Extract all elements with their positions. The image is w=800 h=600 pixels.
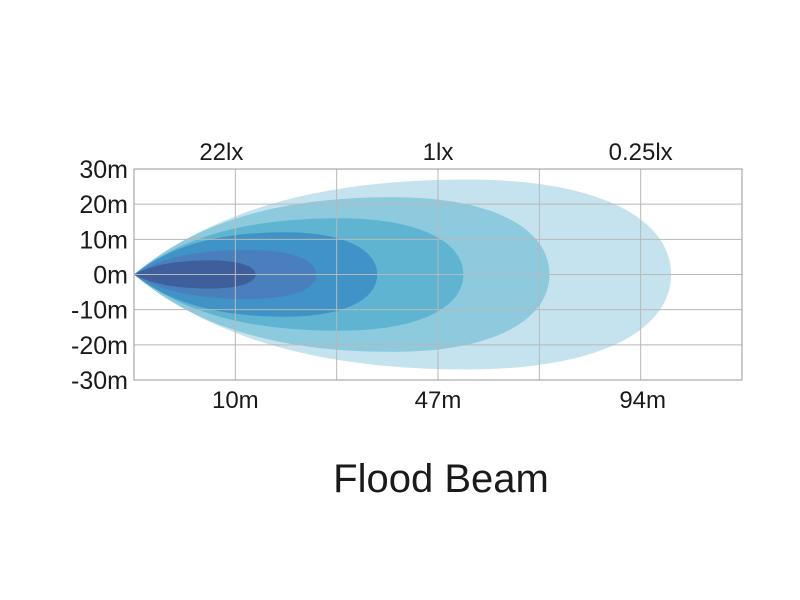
y-tick-label-4: 0m <box>93 262 128 290</box>
y-tick-label-3: 10m <box>79 226 128 254</box>
chart-title: Flood Beam <box>333 457 549 501</box>
y-tick-label-6: -20m <box>71 332 128 360</box>
x-tick-label-3: 94m <box>619 387 666 414</box>
lux-label-2: 1lx <box>423 139 454 166</box>
y-tick-label-5: -10m <box>71 297 128 325</box>
y-tick-label-7: -30m <box>71 367 128 395</box>
plot-frame <box>133 168 743 381</box>
grid <box>133 168 743 381</box>
x-tick-label-1: 10m <box>212 387 259 414</box>
lux-label-1: 22lx <box>199 139 243 166</box>
axis-labels: 30m 20m 10m 0m -10m -20m -30m 10m 47m 94m 22lx 1lx 0… <box>71 139 673 414</box>
lux-label-3: 0.25lx <box>609 139 673 166</box>
y-tick-label-1: 30m <box>79 156 128 184</box>
x-tick-label-2: 47m <box>415 387 462 414</box>
y-tick-label-2: 20m <box>79 191 128 219</box>
